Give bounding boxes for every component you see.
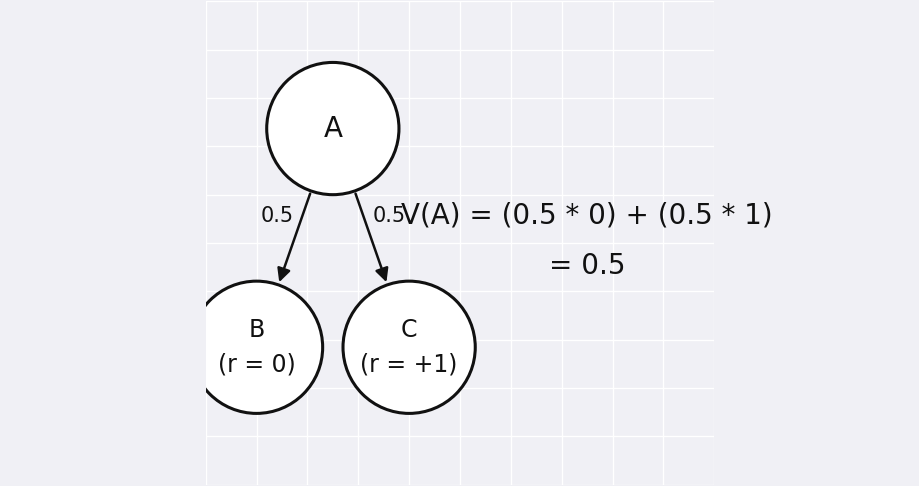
Text: C
(r = +1): C (r = +1) — [360, 317, 458, 377]
Circle shape — [267, 62, 399, 195]
Text: B
(r = 0): B (r = 0) — [218, 317, 295, 377]
Circle shape — [190, 281, 323, 414]
Text: V(A) = (0.5 * 0) + (0.5 * 1): V(A) = (0.5 * 0) + (0.5 * 1) — [401, 201, 772, 229]
Circle shape — [343, 281, 475, 414]
Text: = 0.5: = 0.5 — [549, 252, 625, 280]
Text: A: A — [323, 115, 342, 142]
Text: 0.5: 0.5 — [372, 206, 405, 226]
Text: 0.5: 0.5 — [260, 206, 293, 226]
